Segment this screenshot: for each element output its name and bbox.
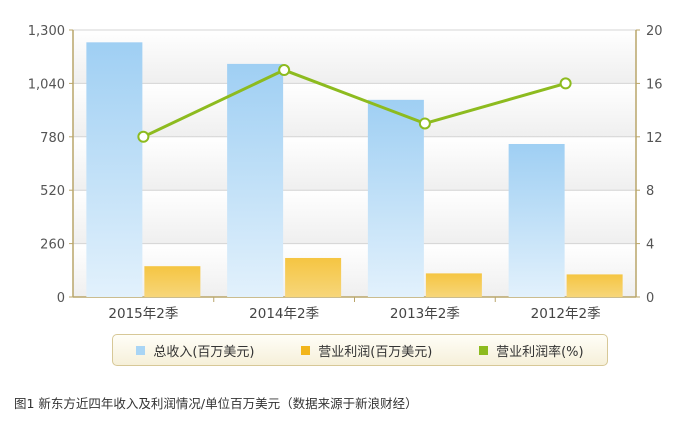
point-operating-margin bbox=[559, 77, 572, 90]
bar-operating-profit bbox=[285, 257, 342, 297]
legend: 总收入(百万美元) 营业利润(百万美元) 营业利润率(%) bbox=[112, 334, 608, 366]
point-operating-margin bbox=[137, 130, 150, 143]
x-tick-label: 2015年2季 bbox=[108, 306, 178, 322]
bar-revenue bbox=[367, 99, 424, 297]
legend-swatch-revenue bbox=[136, 345, 146, 355]
bar-revenue bbox=[86, 42, 143, 298]
chart: 0 260 520 780 1,040 1,300 0 4 8 12 16 20 2015年2季 2014… bbox=[28, 24, 663, 366]
x-tick-label: 2013年2季 bbox=[390, 306, 460, 322]
y-left-tick-label: 1,300 bbox=[28, 24, 65, 39]
y-right-tick-label: 20 bbox=[646, 24, 663, 39]
y-left-tick-label: 520 bbox=[40, 184, 65, 199]
bar-operating-profit bbox=[144, 266, 201, 297]
point-operating-margin bbox=[418, 117, 431, 130]
legend-item-operating-margin: 营业利润率(%) bbox=[479, 341, 584, 360]
y-left-tick-label: 1,040 bbox=[28, 77, 65, 92]
grid-band bbox=[73, 30, 636, 84]
figure-caption: 图1 新东方近四年收入及利润情况/单位百万美元（数据来源于新浪财经） bbox=[14, 396, 418, 411]
y-right-tick-label: 16 bbox=[646, 77, 663, 92]
point-operating-margin bbox=[278, 64, 291, 77]
bar-revenue bbox=[508, 143, 565, 297]
y-right-tick-label: 8 bbox=[646, 184, 654, 199]
y-left-tick-label: 780 bbox=[40, 131, 65, 146]
legend-label-revenue: 总收入(百万美元) bbox=[153, 344, 255, 360]
bar-operating-profit bbox=[425, 273, 482, 297]
bar-operating-profit bbox=[566, 274, 623, 297]
line-operating-margin bbox=[142, 68, 567, 139]
y-left-tick-label: 260 bbox=[40, 238, 65, 253]
legend-item-operating-profit: 营业利润(百万美元) bbox=[301, 341, 432, 360]
legend-label-operating-profit: 营业利润(百万美元) bbox=[318, 344, 433, 360]
x-tick-label: 2014年2季 bbox=[249, 306, 319, 322]
x-tick-label: 2012年2季 bbox=[531, 306, 601, 322]
y-right-tick-label: 12 bbox=[646, 131, 663, 146]
y-right-tick-label: 4 bbox=[646, 238, 654, 253]
grid-band bbox=[73, 83, 636, 137]
y-right-tick-label: 0 bbox=[646, 291, 654, 306]
legend-label-operating-margin: 营业利润率(%) bbox=[496, 344, 584, 360]
legend-swatch-operating-margin bbox=[479, 345, 489, 355]
legend-swatch-operating-profit bbox=[301, 345, 311, 355]
chart-svg: 0 260 520 780 1,040 1,300 0 4 8 12 16 20 2015年2季 2014… bbox=[28, 24, 663, 322]
bar-revenue bbox=[227, 63, 284, 298]
y-left-tick-label: 0 bbox=[57, 291, 65, 306]
legend-item-revenue: 总收入(百万美元) bbox=[136, 341, 255, 360]
